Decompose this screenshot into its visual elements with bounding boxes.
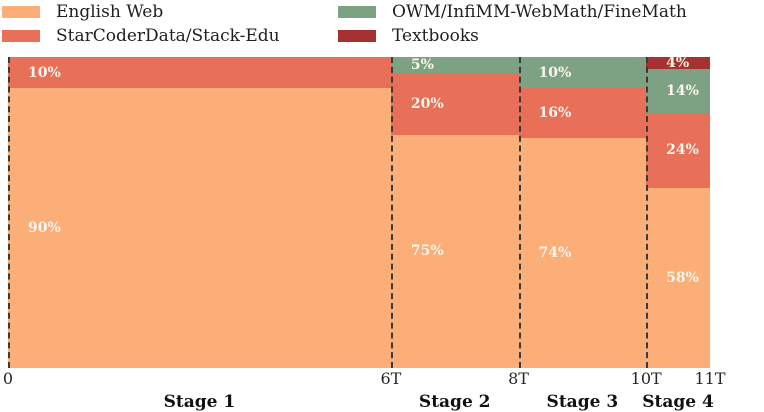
segment-percent-label: 90% <box>28 220 61 237</box>
segment: 20% <box>390 72 519 135</box>
legend-item: StarCoderData/Stack-Edu <box>2 27 280 45</box>
legend-swatch <box>2 30 40 42</box>
stage-column: 5% 20% 75% <box>390 56 519 368</box>
segment-percent-label: 14% <box>666 83 699 100</box>
stage-column: 10% 90% <box>8 57 391 368</box>
plot-area: 10% 90% 5% 20% 75% 10% 16% 74% 4% 14% 24% 58% <box>8 55 710 368</box>
stage-boundary-line <box>390 57 393 368</box>
stage-column: 10% 16% 74% <box>518 57 647 368</box>
legend-label: Textbooks <box>392 25 479 46</box>
segment-percent-label: 10% <box>28 64 61 81</box>
legend-item: English Web <box>2 3 163 21</box>
legend-label: OWM/InfiMM-WebMath/FineMath <box>392 1 687 22</box>
legend-item: OWM/InfiMM-WebMath/FineMath <box>338 3 687 21</box>
segment-percent-label: 74% <box>538 244 572 261</box>
stage-axis: Stage 1 Stage 2 Stage 3 Stage 4 <box>8 392 714 412</box>
segment-percent-label: 20% <box>410 95 444 112</box>
segment: 10% <box>8 57 391 89</box>
stage-boundary-line <box>518 57 521 368</box>
x-axis: 0 6T 8T 10T 11T <box>3 369 726 388</box>
legend: English Web StarCoderData/Stack-Edu OWM/In… <box>0 3 764 51</box>
stage-label: Stage 2 <box>418 392 491 412</box>
segment: 24% <box>646 112 710 188</box>
x-tick-label: 6T <box>380 369 402 388</box>
legend-swatch <box>2 6 40 18</box>
segment: 14% <box>646 69 710 113</box>
legend-swatch <box>338 6 376 18</box>
segment: 10% <box>518 57 647 89</box>
stage-boundary-line <box>646 57 649 368</box>
legend-label: English Web <box>56 1 164 22</box>
x-tick-label: 11T <box>694 369 726 388</box>
x-tick-label: 8T <box>508 369 529 388</box>
segment-percent-label: 24% <box>666 142 699 159</box>
x-tick-label: 10T <box>630 369 662 388</box>
segment-percent-label: 10% <box>538 64 572 81</box>
segment: 5% <box>390 56 519 73</box>
segment-percent-label: 58% <box>666 269 699 286</box>
segment-percent-label: 4% <box>666 55 690 72</box>
legend-item: Textbooks <box>338 27 479 45</box>
segment: 16% <box>518 88 647 138</box>
segment-percent-label: 75% <box>410 243 444 260</box>
stage-label: Stage 1 <box>163 392 236 412</box>
x-tick-label: 0 <box>2 369 14 388</box>
legend-label: StarCoderData/Stack-Edu <box>56 25 280 46</box>
segment: 75% <box>390 134 519 368</box>
stage-label: Stage 3 <box>546 392 619 412</box>
segment: 58% <box>646 187 710 368</box>
segment-percent-label: 16% <box>538 104 572 121</box>
segment: 74% <box>518 137 647 368</box>
stage-column: 4% 14% 24% 58% <box>646 55 710 368</box>
legend-swatch <box>338 30 376 42</box>
segment: 90% <box>8 88 391 368</box>
stage-label: Stage 4 <box>642 392 714 412</box>
stage-boundary-line <box>8 57 10 368</box>
segment: 4% <box>646 55 710 72</box>
segment-percent-label: 5% <box>410 56 434 73</box>
